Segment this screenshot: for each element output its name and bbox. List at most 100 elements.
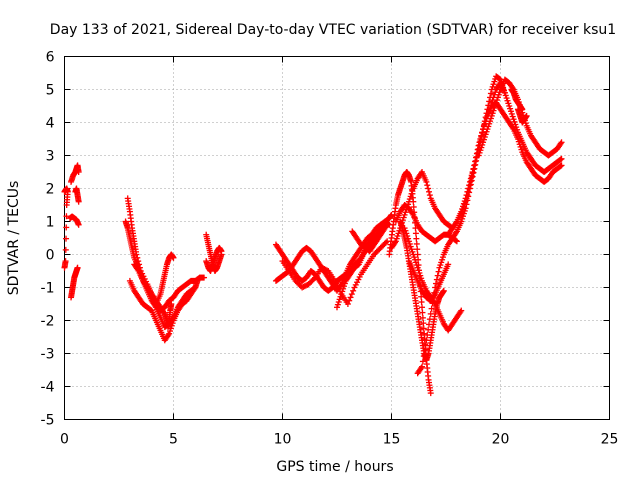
data-point [62,246,69,253]
data-point [348,291,355,298]
data-point [147,289,154,296]
data-point [427,390,434,397]
data-point [468,174,475,181]
data-point [418,299,425,306]
data-point [426,192,433,199]
data-point [432,284,439,291]
data-point [337,282,344,289]
y-tick-label: 1 [46,215,55,231]
data-point [409,210,416,217]
data-point [462,198,469,205]
x-tick-label: 5 [169,432,178,448]
data-point [557,140,564,147]
y-tick-label: 2 [46,182,55,198]
data-point [422,342,429,349]
data-point [383,223,390,230]
data-point [523,112,530,119]
data-point [471,162,478,169]
data-point [558,162,565,169]
y-tick-label: 3 [46,149,55,165]
data-point [165,332,172,339]
data-point [419,314,426,321]
data-point [453,237,460,244]
x-axis: 0 5 10 15 20 25 [60,56,619,448]
x-tick-label: 25 [601,432,619,448]
x-tick-label: 0 [60,432,69,448]
y-tick-label: -2 [41,314,55,330]
data-point [557,163,564,170]
x-tick-label: 20 [492,432,510,448]
x-tick-label: 10 [274,432,292,448]
data-point [509,124,516,131]
data-point [201,274,208,281]
data-point [63,235,70,242]
y-tick-label: 0 [46,248,55,264]
data-point [421,347,428,354]
data-point [434,272,441,279]
data-point [487,90,494,97]
data-point [170,254,177,261]
data-point [63,213,70,220]
chart-title: Day 133 of 2021, Sidereal Day-to-day VTE… [50,22,616,38]
data-point [346,297,353,304]
data-point [420,320,427,327]
data-point [453,238,460,245]
data-point [63,224,70,231]
data-point [414,246,421,253]
data-point [557,156,564,163]
data-point [310,275,317,282]
y-tick-label: -1 [41,281,55,297]
data-point [75,198,82,205]
data-point [465,188,472,195]
data-point [419,304,426,311]
y-tick-label: -4 [41,380,55,396]
data-point [467,178,474,185]
data-point [423,178,430,185]
y-tick-label: -5 [41,413,55,429]
data-point [391,239,398,246]
data-point [425,185,432,192]
data-point [445,261,452,268]
data-point [192,284,199,291]
data-point [191,285,198,292]
data-point [496,75,503,82]
data-point [469,170,476,177]
data-point [428,305,435,312]
data-point [410,203,417,210]
x-axis-title: GPS time / hours [276,459,393,475]
data-point [453,229,460,236]
data-point [429,300,436,307]
data-point [426,316,433,323]
data-point [424,182,431,189]
data-point [419,358,426,365]
data-point [344,301,351,307]
data-point [63,202,70,208]
x-tick-label: 15 [383,432,401,448]
data-point [420,353,427,360]
data-point [558,139,565,146]
data-point [418,293,425,300]
data-point [218,248,225,255]
data-point [431,289,438,296]
data-point [75,221,82,228]
y-axis: -5 -4 -3 -2 -1 0 1 2 3 4 5 6 [41,50,610,429]
data-point [477,136,484,142]
data-point [412,230,419,237]
y-tick-label: 5 [46,83,55,99]
data-point [419,309,426,316]
data-point [427,310,434,317]
grid-lines [64,56,610,420]
y-axis-title: SDTVAR / TECUs [6,181,22,296]
data-point [419,363,426,370]
data-point [479,129,486,136]
data-point [413,240,420,247]
data-point [384,221,391,228]
data-point [478,132,485,139]
data-point [418,365,425,372]
data-point [466,185,473,192]
data-point [412,225,419,232]
data-point [350,287,357,294]
data-point [424,332,431,339]
data-point [432,280,439,287]
